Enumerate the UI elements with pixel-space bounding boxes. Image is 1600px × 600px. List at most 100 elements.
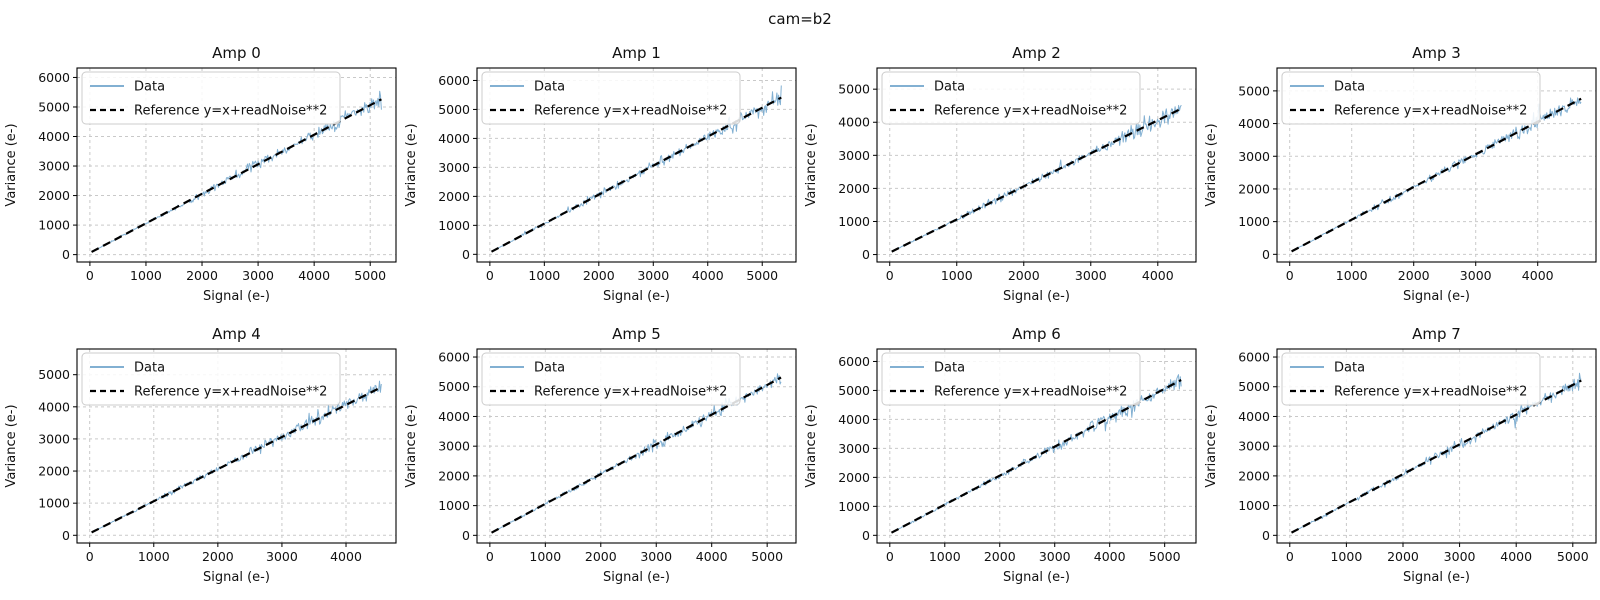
svg-text:5000: 5000 (746, 268, 778, 283)
svg-text:4000: 4000 (692, 268, 724, 283)
legend: Data Reference y=x+readNoise**2 (81, 71, 341, 125)
svg-text:5000: 5000 (838, 82, 870, 97)
svg-text:3000: 3000 (38, 159, 70, 174)
tick-marks (1273, 356, 1574, 547)
y-tick-labels: 0 1000 2000 3000 4000 5000 (1238, 83, 1270, 261)
plot-border (76, 67, 397, 263)
svg-text:5000: 5000 (838, 383, 870, 398)
subplot-amp-0: 0 1000 2000 3000 4000 5000 0 1000 2000 3000 4000 50… (0, 38, 400, 319)
svg-text:6000: 6000 (438, 73, 470, 88)
x-axis-label: Signal (e-) (603, 570, 670, 585)
svg-text:1000: 1000 (438, 218, 470, 233)
subplot-amp-4: 0 1000 2000 3000 4000 0 1000 2000 3000 4000 5000 Si… (0, 319, 400, 600)
svg-text:0: 0 (886, 549, 894, 564)
svg-text:3000: 3000 (1460, 268, 1492, 283)
svg-text:3000: 3000 (1075, 268, 1107, 283)
legend-reference-label: Reference y=x+readNoise**2 (934, 385, 1127, 400)
svg-text:5000: 5000 (438, 379, 470, 394)
svg-text:1000: 1000 (138, 549, 170, 564)
x-axis-label: Signal (e-) (1403, 289, 1470, 304)
svg-text:0: 0 (62, 528, 70, 543)
legend-data-label: Data (934, 80, 965, 95)
svg-text:3000: 3000 (266, 549, 298, 564)
legend-data-label: Data (534, 361, 565, 376)
y-tick-labels: 0 1000 2000 3000 4000 5000 6000 (38, 70, 70, 262)
svg-text:3000: 3000 (1444, 549, 1476, 564)
legend-reference-label: Reference y=x+readNoise**2 (134, 104, 327, 119)
svg-text:4000: 4000 (1094, 549, 1126, 564)
svg-text:2000: 2000 (1387, 549, 1419, 564)
svg-text:6000: 6000 (838, 354, 870, 369)
y-tick-labels: 0 1000 2000 3000 4000 5000 6000 (838, 354, 870, 543)
svg-text:5000: 5000 (1238, 83, 1270, 98)
y-axis-label: Variance (e-) (4, 123, 19, 206)
y-tick-labels: 0 1000 2000 3000 4000 5000 (38, 367, 70, 543)
svg-text:3000: 3000 (640, 549, 672, 564)
svg-text:3000: 3000 (838, 148, 870, 163)
svg-text:2000: 2000 (38, 464, 70, 479)
subplot-amp-2: 0 1000 2000 3000 4000 0 1000 2000 3000 4000 5000 Si… (800, 38, 1200, 319)
svg-text:2000: 2000 (38, 188, 70, 203)
legend-box (1281, 71, 1541, 125)
svg-text:5000: 5000 (1149, 549, 1181, 564)
svg-text:3000: 3000 (1238, 439, 1270, 454)
reference-line (1290, 379, 1582, 534)
svg-text:1000: 1000 (529, 549, 561, 564)
svg-text:0: 0 (62, 247, 70, 262)
svg-text:5000: 5000 (38, 367, 70, 382)
legend-box (881, 71, 1141, 125)
plot-border (876, 348, 1197, 544)
svg-text:5000: 5000 (38, 99, 70, 114)
legend: Data Reference y=x+readNoise**2 (881, 352, 1141, 406)
chart-svg-amp-2: 0 1000 2000 3000 4000 0 1000 2000 3000 4000 5000 Si… (804, 44, 1197, 304)
svg-text:0: 0 (886, 268, 894, 283)
svg-text:6000: 6000 (38, 70, 70, 85)
svg-text:1000: 1000 (130, 268, 162, 283)
y-tick-labels: 0 1000 2000 3000 4000 5000 (838, 82, 870, 262)
tick-marks (473, 356, 768, 547)
svg-text:2000: 2000 (1008, 268, 1040, 283)
svg-text:1000: 1000 (38, 496, 70, 511)
svg-text:6000: 6000 (1238, 350, 1270, 365)
x-tick-labels: 0 1000 2000 3000 4000 (1286, 268, 1554, 283)
plot-border (876, 67, 1197, 263)
chart-svg-amp-5: 0 1000 2000 3000 4000 5000 0 1000 2000 3000 4000 50… (404, 325, 797, 585)
chart-svg-amp-0: 0 1000 2000 3000 4000 5000 0 1000 2000 3000 4000 50… (4, 44, 397, 304)
legend-reference-label: Reference y=x+readNoise**2 (134, 385, 327, 400)
svg-text:2000: 2000 (438, 468, 470, 483)
svg-text:4000: 4000 (1500, 549, 1532, 564)
y-axis-label: Variance (e-) (804, 123, 819, 206)
x-axis-label: Signal (e-) (203, 289, 270, 304)
chart-svg-amp-1: 0 1000 2000 3000 4000 5000 0 1000 2000 3000 4000 50… (404, 44, 797, 304)
subplot-title: Amp 6 (1012, 325, 1061, 343)
reference-line (891, 107, 1182, 253)
x-tick-labels: 0 1000 2000 3000 4000 5000 (1286, 549, 1589, 564)
legend: Data Reference y=x+readNoise**2 (481, 71, 741, 125)
reference-line (91, 386, 382, 534)
svg-text:0: 0 (1262, 528, 1270, 543)
svg-text:4000: 4000 (438, 131, 470, 146)
subplot-title: Amp 7 (1412, 325, 1461, 343)
svg-text:2000: 2000 (1238, 468, 1270, 483)
svg-text:2000: 2000 (186, 268, 218, 283)
svg-text:0: 0 (486, 268, 494, 283)
tick-marks (873, 360, 1166, 547)
legend: Data Reference y=x+readNoise**2 (481, 352, 741, 406)
tick-marks (1273, 90, 1539, 266)
svg-text:0: 0 (462, 528, 470, 543)
svg-text:2000: 2000 (438, 189, 470, 204)
svg-text:5000: 5000 (1557, 549, 1589, 564)
svg-text:1000: 1000 (438, 498, 470, 513)
y-axis-label: Variance (e-) (804, 404, 819, 487)
svg-text:0: 0 (1286, 268, 1294, 283)
legend-reference-label: Reference y=x+readNoise**2 (534, 385, 727, 400)
svg-text:2000: 2000 (984, 549, 1016, 564)
legend-data-label: Data (534, 80, 565, 95)
svg-text:0: 0 (486, 549, 494, 564)
subplot-amp-1: 0 1000 2000 3000 4000 5000 0 1000 2000 3000 4000 50… (400, 38, 800, 319)
legend-reference-label: Reference y=x+readNoise**2 (934, 104, 1127, 119)
svg-text:0: 0 (862, 247, 870, 262)
svg-text:4000: 4000 (330, 549, 362, 564)
chart-svg-amp-6: 0 1000 2000 3000 4000 5000 0 1000 2000 3000 4000 50… (804, 325, 1197, 585)
